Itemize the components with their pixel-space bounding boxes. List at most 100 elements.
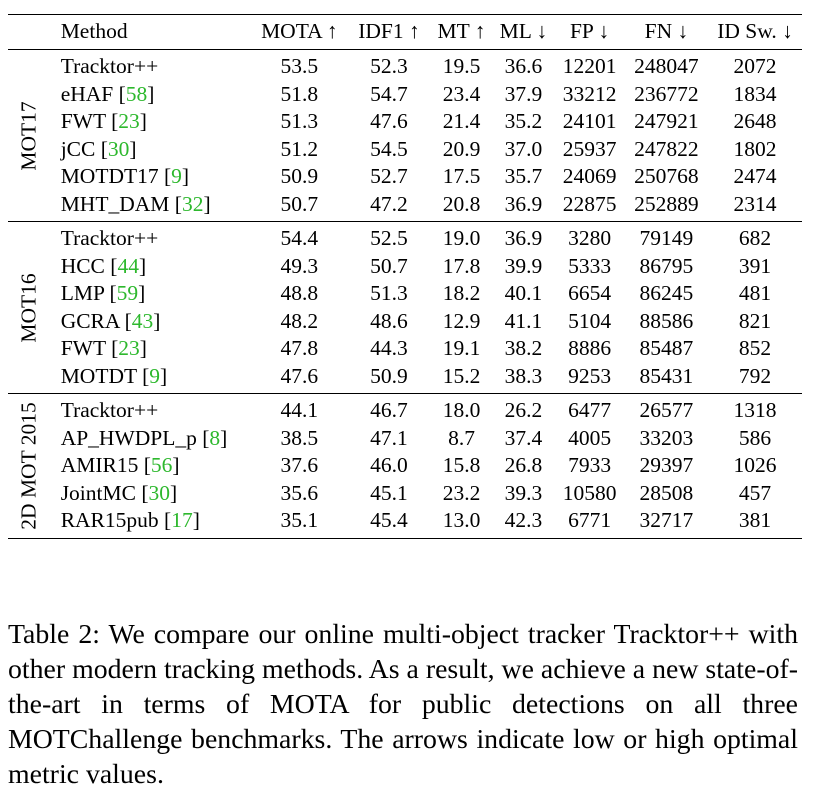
cell-mota: 44.1: [280, 398, 319, 422]
citation-link[interactable]: 30: [107, 136, 130, 161]
cell-mota: 38.5: [280, 425, 319, 450]
citation-bracket: ]: [172, 453, 180, 477]
cell-ml: 39.3: [504, 480, 543, 505]
cell-mt: 20.9: [442, 136, 481, 161]
cell-mt: 15.8: [442, 453, 481, 477]
group-header-cell: [8, 15, 51, 50]
citation-bracket: [: [202, 425, 210, 450]
cell-ml: 26.8: [504, 453, 543, 477]
citation-link[interactable]: 43: [131, 308, 154, 333]
citation-bracket: ]: [138, 253, 147, 278]
table-row: MOTDT17 [9] 50.9 52.7 17.5 35.7 24069 250768 24…: [8, 163, 802, 191]
citation-link[interactable]: 59: [116, 281, 139, 305]
cell-fp: 4005: [568, 425, 612, 450]
cell-fp: 24069: [562, 164, 617, 188]
citation-link[interactable]: 9: [171, 164, 182, 188]
cell-mt: 17.8: [442, 253, 481, 278]
cell-idsw: 821: [738, 308, 772, 333]
method-cell: MHT_DAM [32]: [51, 191, 252, 222]
cell-fn: 250768: [634, 164, 699, 188]
cell-fn: 88586: [639, 308, 694, 333]
header-fp: FP ↓: [569, 19, 610, 44]
cell-fn: 28508: [639, 480, 694, 505]
method-cell: HCC [44]: [51, 253, 252, 281]
cell-mota: 48.8: [280, 281, 319, 305]
table-row: AMIR15 [56] 37.6 46.0 15.8 26.8 7933 29397 1026: [8, 452, 802, 480]
cell-fn: 26577: [639, 398, 694, 422]
cell-idsw: 381: [738, 508, 772, 532]
citation-link[interactable]: 17: [171, 508, 193, 532]
cell-idf1: 52.3: [370, 54, 408, 78]
citation-link[interactable]: 9: [149, 363, 161, 388]
group-label-cell: 2D MOT 2015: [8, 394, 51, 539]
cell-ml: 36.9: [504, 226, 543, 250]
citation-link[interactable]: 8: [209, 425, 221, 450]
table-row: GCRA [43] 48.2 48.6 12.9 41.1 5104 88586 821: [8, 308, 802, 336]
citation-bracket: [: [164, 164, 172, 188]
table-row: eHAF [58] 51.8 54.7 23.4 37.9 33212 236772 1834: [8, 81, 802, 109]
cell-mota: 53.5: [280, 54, 319, 78]
cell-idsw: 1834: [733, 81, 777, 106]
method-name: JointMC: [60, 480, 136, 505]
header-method: Method: [60, 19, 128, 44]
citation-bracket: ]: [138, 281, 146, 305]
group-label: MOT17: [16, 100, 41, 171]
cell-mota: 51.3: [280, 109, 319, 133]
cell-idf1: 50.9: [370, 363, 408, 388]
citation-link[interactable]: 30: [148, 480, 171, 505]
header-mt: MT ↑: [437, 19, 486, 44]
cell-idf1: 50.7: [370, 253, 408, 278]
cell-fp: 7933: [568, 453, 612, 477]
cell-ml: 26.2: [504, 398, 543, 422]
cell-fn: 32717: [639, 508, 694, 532]
citation-bracket: ]: [139, 109, 147, 133]
citation-bracket: ]: [160, 363, 168, 388]
cell-fp: 6771: [568, 508, 612, 532]
table-header-row: Method MOTA ↑ IDF1 ↑ MT ↑ ML ↓ FP ↓ FN ↓…: [8, 14, 802, 50]
cell-fn: 236772: [634, 81, 699, 106]
cell-ml: 37.0: [504, 136, 543, 161]
cell-idf1: 51.3: [370, 281, 408, 305]
cell-mt: 23.2: [442, 480, 481, 505]
cell-fn: 79149: [639, 226, 694, 250]
cell-fp: 3280: [568, 226, 612, 250]
citation-bracket: [: [164, 508, 172, 532]
method-name: LMP: [60, 281, 105, 305]
cell-mt: 23.4: [442, 81, 481, 106]
header-ml: ML ↓: [499, 19, 548, 44]
method-cell: FWT [23]: [51, 108, 252, 136]
method-name: eHAF: [60, 81, 114, 106]
cell-mota: 35.1: [280, 508, 319, 532]
cell-mota: 50.9: [280, 164, 319, 188]
citation-link[interactable]: 23: [118, 336, 140, 360]
citation-link[interactable]: 56: [150, 453, 173, 477]
citation-bracket: [: [109, 281, 117, 305]
method-name: MOTDT17: [60, 164, 159, 188]
method-name: FWT: [60, 109, 106, 133]
citation-link[interactable]: 58: [125, 81, 148, 106]
method-name: MOTDT: [60, 363, 137, 388]
citation-bracket: ]: [147, 81, 155, 106]
cell-fp: 33212: [562, 81, 617, 106]
cell-fp: 25937: [562, 136, 617, 161]
group-label-cell: MOT16: [8, 222, 51, 394]
method-cell: AMIR15 [56]: [51, 452, 252, 480]
cell-fp: 9253: [568, 363, 612, 388]
method-name: FWT: [60, 336, 106, 360]
table-caption: Table 2: We compare our online multi-obj…: [8, 618, 798, 790]
table-row: FWT [23] 47.8 44.3 19.1 38.2 8886 85487 852: [8, 335, 802, 363]
cell-fp: 6477: [568, 398, 612, 422]
cell-fp: 8886: [568, 336, 612, 360]
method-cell: MOTDT17 [9]: [51, 163, 252, 191]
table-row: MOT16 Tracktor++ 54.4 52.5 19.0 36.9 3280 79149…: [8, 221, 802, 342]
method-name: Tracktor++: [60, 54, 159, 78]
cell-idsw: 2072: [733, 54, 777, 78]
cell-fn: 252889: [634, 191, 699, 216]
citation-link[interactable]: 44: [117, 253, 139, 278]
citation-link[interactable]: 23: [118, 109, 140, 133]
citation-bracket: ]: [170, 480, 178, 505]
cell-mota: 50.7: [280, 191, 319, 216]
cell-idsw: 2314: [733, 191, 777, 216]
citation-link[interactable]: 32: [181, 191, 204, 216]
table-row: MOTDT [9] 47.6 50.9 15.2 38.3 9253 85431 792: [8, 363, 802, 394]
